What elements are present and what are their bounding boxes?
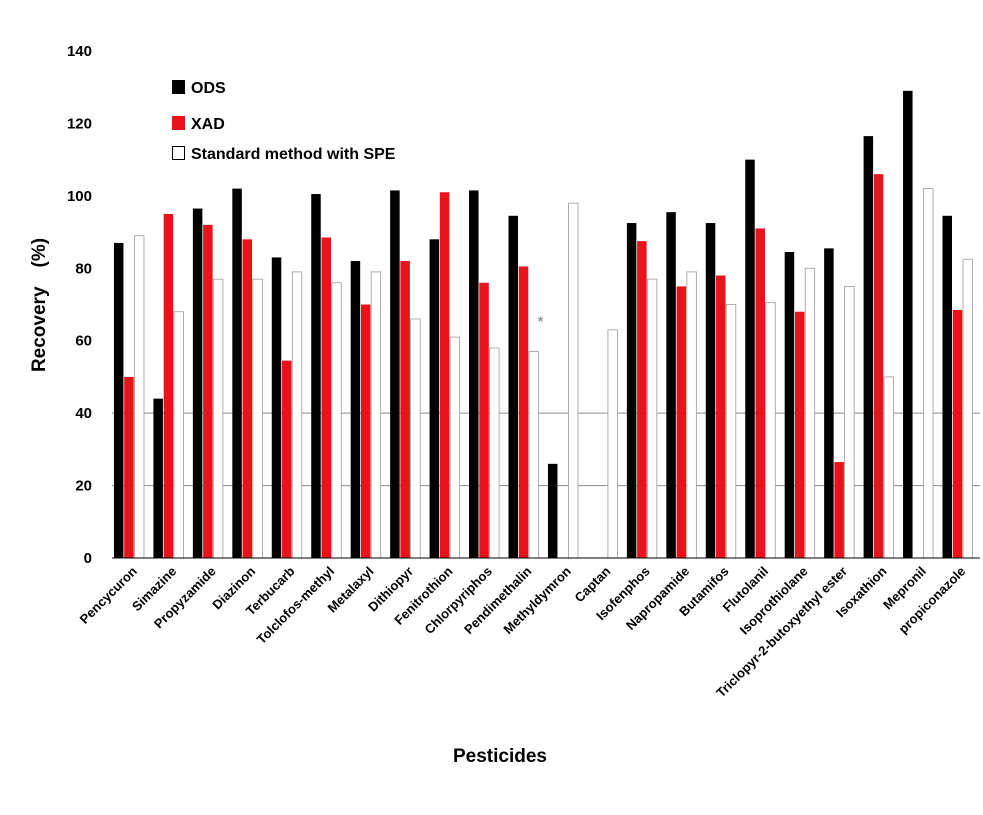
y-tick-label: 100 (67, 188, 92, 205)
bar-standard-method-with-spe-3 (252, 278, 263, 559)
bar-standard-method-with-spe-0 (134, 235, 145, 559)
bar-ods-17 (784, 251, 795, 558)
bar-standard-method-with-spe-14 (686, 271, 697, 559)
bar-standard-method-with-spe-12 (607, 329, 618, 559)
bar-standard-method-with-spe-17 (804, 267, 816, 559)
bar-ods-16 (745, 159, 755, 558)
bar-xad-13 (637, 241, 647, 558)
legend-swatch-spe (172, 146, 185, 160)
bar-xad-9 (479, 282, 489, 558)
legend-label-spe: Standard method with SPE (191, 146, 396, 163)
bar-xad-3 (242, 239, 253, 559)
bar-standard-method-with-spe-9 (489, 347, 500, 559)
x-axis-title: Pesticides (453, 746, 547, 767)
bar-ods-2 (192, 208, 203, 558)
x-tick-label: Pencycuron (77, 563, 140, 626)
bar-standard-method-with-spe-2 (212, 278, 224, 559)
bar-xad-19 (873, 174, 884, 558)
bar-ods-11 (547, 463, 558, 558)
y-tick-label: 20 (75, 478, 92, 495)
bars (113, 90, 973, 559)
annotations: * (538, 313, 544, 329)
bar-ods-5 (311, 194, 321, 558)
legend: ODS XAD Standard method with SPE (172, 80, 396, 163)
bar-ods-18 (824, 248, 834, 558)
y-tick-label: 140 (67, 43, 92, 60)
bar-xad-4 (282, 360, 292, 558)
bar-ods-10 (508, 215, 519, 558)
bar-standard-method-with-spe-5 (331, 282, 342, 559)
bar-ods-9 (469, 190, 479, 559)
bar-standard-method-with-spe-18 (844, 285, 855, 559)
bar-ods-6 (350, 261, 361, 558)
y-tick-label: 0 (84, 550, 92, 567)
y-tick-label: 60 (75, 333, 92, 350)
bar-standard-method-with-spe-13 (646, 278, 658, 559)
bar-xad-7 (400, 261, 410, 558)
bar-standard-method-with-spe-10 (528, 351, 539, 559)
x-tick-label: Isoprothiolane (737, 564, 811, 638)
bar-xad-1 (163, 213, 174, 558)
bar-xad-17 (794, 311, 805, 558)
bar-ods-14 (666, 212, 676, 558)
bar-standard-method-with-spe-8 (449, 336, 461, 559)
bar-standard-method-with-spe-1 (173, 311, 184, 559)
bar-xad-5 (321, 237, 331, 558)
x-category-labels: PencycuronSimazinePropyzamideDiazinonTer… (77, 563, 969, 700)
bar-ods-19 (863, 136, 874, 558)
bar-xad-0 (124, 376, 134, 558)
y-tick-labels: 0 20 40 60 80 100 120 140 (67, 43, 92, 567)
bar-ods-8 (429, 239, 440, 559)
bar-ods-1 (153, 398, 163, 558)
bar-standard-method-with-spe-11 (568, 202, 579, 559)
bar-xad-18 (834, 462, 844, 558)
bar-ods-0 (113, 242, 124, 558)
annotation-asterisk: * (538, 313, 544, 329)
bar-standard-method-with-spe-6 (370, 271, 382, 559)
legend-swatch-xad (172, 116, 185, 130)
bar-standard-method-with-spe-20 (923, 188, 934, 559)
bar-standard-method-with-spe-19 (883, 376, 895, 559)
bar-xad-16 (755, 228, 765, 558)
bar-standard-method-with-spe-21 (962, 258, 973, 559)
bar-xad-2 (203, 224, 213, 559)
bar-xad-6 (360, 304, 371, 558)
bar-standard-method-with-spe-4 (291, 271, 303, 559)
bar-ods-15 (705, 223, 716, 558)
y-axis-title: Recovery (%) (29, 238, 50, 372)
legend-label-xad: XAD (191, 116, 225, 133)
bar-ods-13 (626, 223, 637, 558)
bar-ods-21 (942, 215, 953, 558)
bar-ods-3 (232, 188, 242, 558)
y-tick-label: 120 (67, 115, 92, 132)
y-tick-label: 80 (75, 260, 92, 277)
bar-xad-8 (439, 192, 450, 558)
bar-ods-4 (271, 257, 282, 558)
bar-ods-7 (390, 190, 400, 559)
bar-xad-10 (518, 266, 529, 558)
legend-swatch-ods (172, 80, 185, 94)
bar-standard-method-with-spe-16 (765, 302, 776, 559)
bar-standard-method-with-spe-15 (725, 304, 737, 559)
bar-xad-15 (716, 275, 726, 558)
bar-standard-method-with-spe-7 (410, 318, 421, 559)
bar-ods-20 (903, 90, 913, 558)
bar-xad-21 (952, 309, 963, 558)
legend-label-ods: ODS (191, 80, 226, 97)
bar-xad-14 (676, 286, 687, 558)
y-tick-label: 40 (75, 405, 92, 422)
